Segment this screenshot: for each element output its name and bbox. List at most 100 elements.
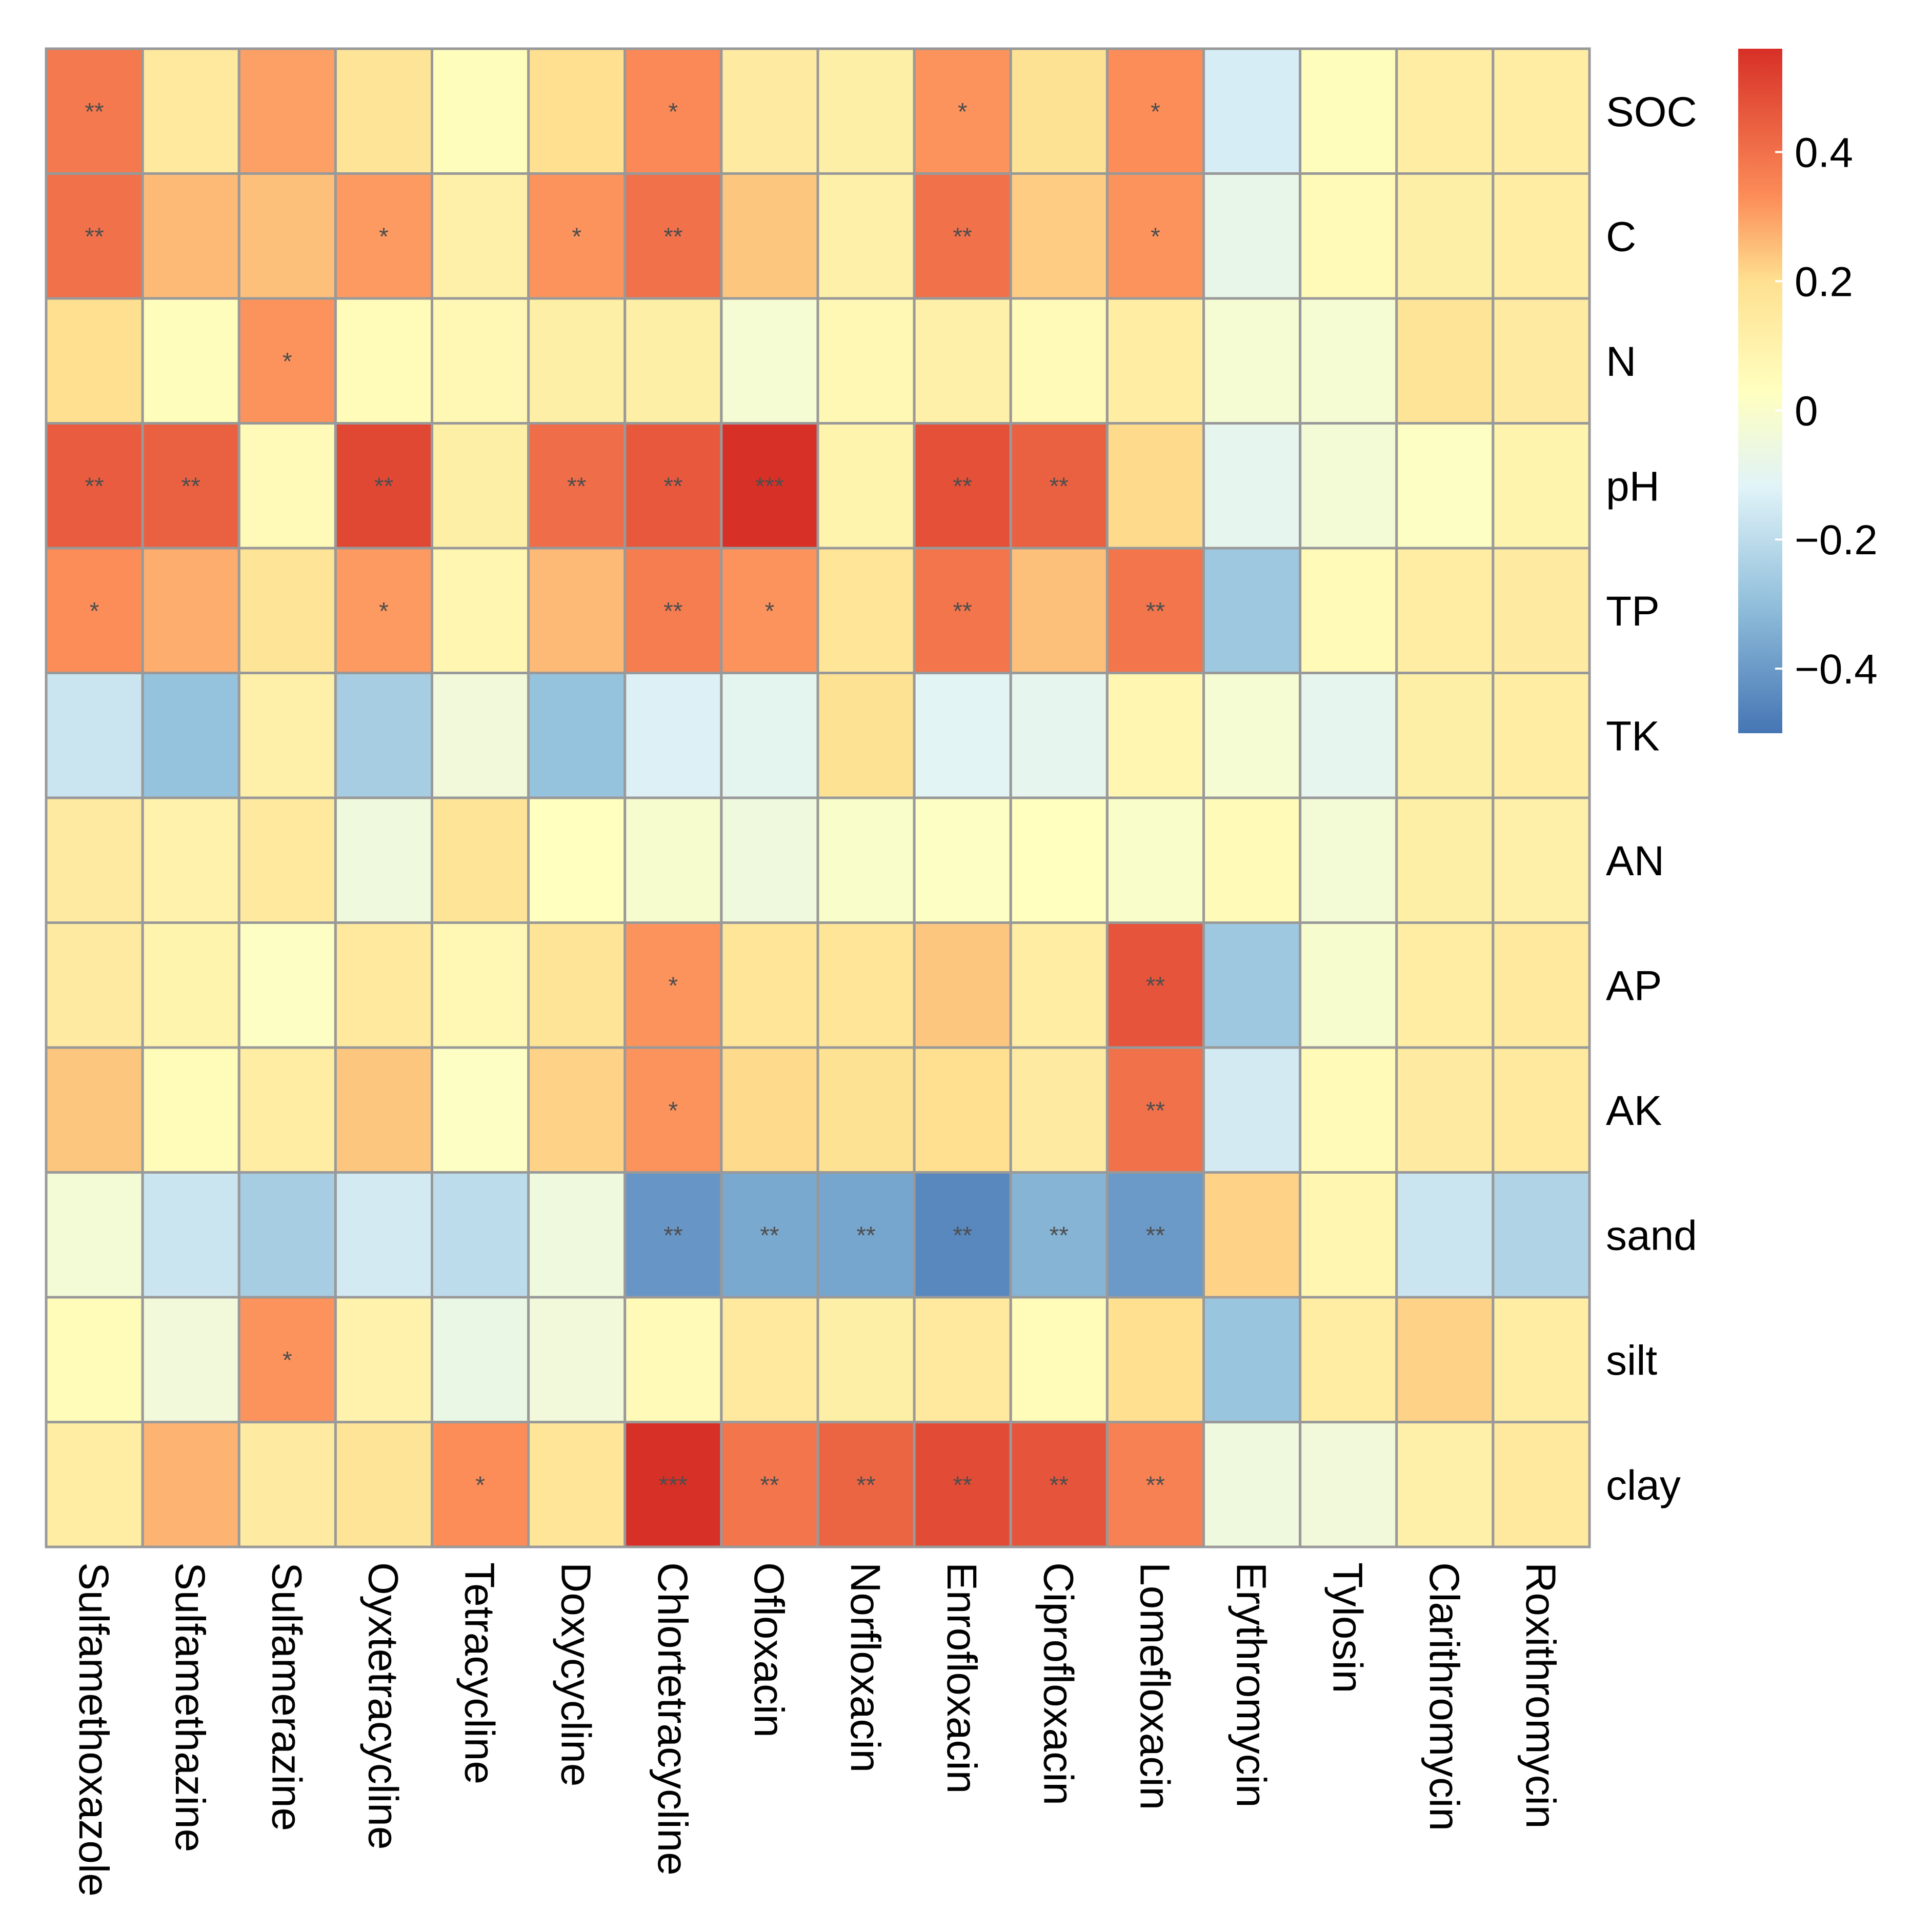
significance-mark: ***: [755, 473, 784, 500]
significance-mark: **: [85, 98, 104, 126]
heatmap-cell: [1299, 672, 1398, 799]
heatmap-cell: [1299, 1046, 1398, 1174]
heatmap-cell: [623, 796, 723, 924]
significance-mark: **: [85, 223, 104, 250]
heatmap-cell: [141, 1421, 240, 1548]
heatmap-cell: [527, 921, 627, 1049]
heatmap-cell: [334, 921, 433, 1049]
heatmap-cell: [816, 1046, 916, 1174]
significance-mark: **: [1146, 1222, 1165, 1249]
heatmap-cell: [720, 1296, 819, 1423]
heatmap-cell: [1395, 1171, 1495, 1299]
heatmap-cell: [1395, 921, 1495, 1049]
significance-mark: **: [760, 1472, 779, 1499]
heatmap-cells: ** * * *** * * ** ** **** ** ** ** ** *** ** *** * ** * ** *…: [45, 47, 1591, 1548]
heatmap-cell: [431, 172, 530, 300]
heatmap-cell: [431, 1296, 530, 1423]
heatmap-cell: [720, 297, 819, 425]
heatmap-cell: [1299, 1421, 1398, 1548]
heatmap-cell: [1105, 1296, 1205, 1423]
heatmap-cell: [816, 921, 916, 1049]
heatmap-cell: [816, 1296, 916, 1423]
heatmap-cell: [431, 47, 530, 175]
heatmap-cell: [1492, 1421, 1591, 1548]
heatmap-cell: [913, 796, 1012, 924]
significance-mark: **: [567, 473, 586, 500]
heatmap-cell: [623, 422, 723, 550]
column-label: Oyxtetracycline: [359, 1562, 406, 1850]
significance-mark: **: [856, 1472, 875, 1499]
heatmap-cell: [913, 422, 1012, 550]
heatmap-cell: [1009, 1046, 1109, 1174]
column-label: Doxycycline: [553, 1562, 599, 1786]
heatmap-cell: [1395, 1046, 1495, 1174]
heatmap-cell: [1202, 921, 1302, 1049]
significance-mark: *: [1151, 98, 1160, 126]
heatmap-cell: [1105, 1421, 1205, 1548]
heatmap-cell: [334, 1421, 433, 1548]
heatmap-cell: [1202, 297, 1302, 425]
significance-mark: *: [958, 98, 968, 126]
heatmap-cell: [816, 47, 916, 175]
row-label: N: [1606, 338, 1636, 385]
significance-mark: **: [953, 473, 972, 500]
heatmap-cell: [431, 921, 530, 1049]
heatmap-cell: [1202, 1421, 1302, 1548]
heatmap-cell: [334, 672, 433, 799]
column-label: Ciprofloxacin: [1035, 1562, 1081, 1805]
significance-mark: **: [663, 598, 682, 625]
column-label: Sulfamerazine: [263, 1562, 310, 1831]
heatmap-cell: [334, 1046, 433, 1174]
heatmap-cell: [237, 1046, 337, 1174]
heatmap-cell: [720, 422, 819, 550]
heatmap-cell: [1202, 1171, 1302, 1299]
heatmap-cell: [431, 422, 530, 550]
significance-mark: **: [85, 473, 104, 500]
heatmap-cell: [1009, 796, 1109, 924]
heatmap-cell: [1395, 422, 1495, 550]
significance-mark: **: [953, 1472, 972, 1499]
heatmap-cell: [431, 297, 530, 425]
heatmap-cell: [237, 547, 337, 674]
heatmap-cell: [431, 796, 530, 924]
heatmap-cell: [816, 547, 916, 674]
heatmap-cell: [527, 47, 627, 175]
significance-mark: **: [1146, 1472, 1165, 1499]
significance-mark: *: [668, 1097, 678, 1124]
heatmap-cell: [1395, 172, 1495, 300]
heatmap-cell: [1492, 1046, 1591, 1174]
heatmap-cell: [1395, 672, 1495, 799]
heatmap-cell: [1395, 547, 1495, 674]
heatmap-cell: [816, 297, 916, 425]
significance-mark: **: [760, 1222, 779, 1249]
heatmap-cell: [527, 1296, 627, 1423]
heatmap-cell: [1299, 172, 1398, 300]
heatmap-cell: [1202, 172, 1302, 300]
heatmap-cell: [816, 172, 916, 300]
heatmap-cell: [1202, 547, 1302, 674]
heatmap-cell: [1492, 547, 1591, 674]
heatmap-cell: [45, 1421, 144, 1548]
heatmap-cell: [1492, 796, 1591, 924]
heatmap-cell: [1395, 297, 1495, 425]
heatmap-cell: [527, 1171, 627, 1299]
heatmap-cell: [237, 921, 337, 1049]
row-label: C: [1606, 213, 1636, 260]
row-label: AN: [1606, 838, 1664, 884]
heatmap-cell: [527, 1421, 627, 1548]
row-label: clay: [1606, 1462, 1681, 1508]
row-label: silt: [1606, 1337, 1657, 1384]
significance-mark: **: [1146, 598, 1165, 625]
heatmap-cell: [1299, 422, 1398, 550]
heatmap-cell: [1492, 921, 1591, 1049]
heatmap-cell: [623, 172, 723, 300]
heatmap-cell: [45, 1171, 144, 1299]
heatmap-cell: [334, 1171, 433, 1299]
heatmap-cell: [1299, 1296, 1398, 1423]
significance-mark: **: [1050, 473, 1069, 500]
heatmap-cell: [141, 172, 240, 300]
heatmap-cell: [45, 297, 144, 425]
heatmap-cell: [913, 921, 1012, 1049]
heatmap-cell: [1299, 47, 1398, 175]
heatmap-cell: [237, 672, 337, 799]
